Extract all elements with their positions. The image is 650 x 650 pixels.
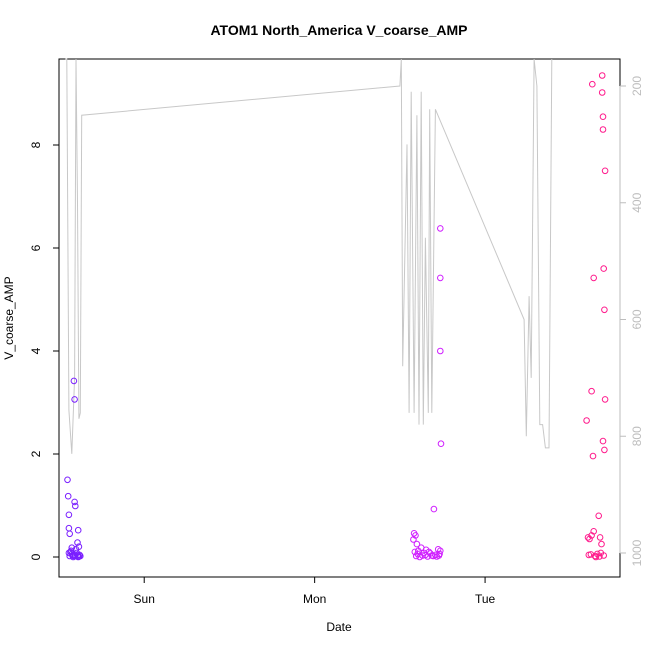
x-axis: Sun Mon Tue: [134, 576, 496, 606]
y2-tick-label: 200: [630, 76, 644, 96]
scatter-point: [596, 553, 603, 560]
scatter-point: [430, 505, 438, 513]
scatter-point: [437, 347, 444, 355]
scatter-point: [598, 540, 605, 548]
scatter-point: [412, 532, 419, 539]
scatter-point: [590, 528, 598, 535]
scatter-point: [600, 552, 608, 559]
scatter-point: [422, 551, 429, 559]
chart-title: ATOM1 North_America V_coarse_AMP: [210, 22, 467, 38]
scatter-point: [72, 502, 79, 510]
scatter-point: [64, 492, 72, 500]
scatter-point: [66, 552, 73, 560]
scatter-point: [437, 547, 444, 555]
scatter-point: [435, 552, 443, 559]
x-axis-label: Date: [326, 620, 352, 634]
scatter-point: [601, 167, 609, 175]
secondary-line-layer: [65, 58, 553, 454]
x-tick-label: Mon: [303, 592, 326, 606]
scatter-point: [591, 552, 599, 560]
scatter-point: [70, 377, 78, 385]
scatter-point: [437, 440, 445, 448]
scatter-point: [66, 530, 73, 538]
y-axis: 0 2 4 6 8: [29, 141, 60, 560]
x-tick-label: Tue: [475, 592, 496, 606]
scatter-point: [596, 534, 604, 541]
scatter-point: [77, 552, 84, 560]
scatter-point: [64, 476, 71, 484]
y-tick-label: 0: [29, 553, 43, 560]
y2-tick-label: 600: [630, 309, 644, 329]
scatter-point: [65, 524, 73, 532]
scatter-point: [598, 89, 606, 96]
scatter-point: [599, 437, 607, 445]
scatter-point: [413, 540, 421, 548]
y-tick-label: 8: [29, 141, 43, 148]
y2-tick-label: 800: [630, 426, 644, 446]
scatter-point: [587, 551, 595, 558]
y-tick-label: 2: [29, 450, 43, 457]
scatter-point: [74, 539, 81, 546]
y-axis-label: V_coarse_AMP: [2, 276, 16, 359]
scatter-point: [590, 274, 598, 282]
scatter-point: [588, 387, 595, 395]
scatter-point: [589, 80, 596, 88]
scatter-point: [601, 396, 609, 403]
scatter-point: [584, 534, 592, 541]
scatter-point: [599, 126, 607, 133]
scatter-point: [68, 544, 76, 552]
scatter-point: [589, 452, 597, 460]
scatter-point: [598, 72, 606, 79]
scatter-point: [71, 396, 78, 403]
scatter-point: [601, 306, 608, 314]
scatter-point: [592, 553, 600, 561]
y2-axis: 200 400 600 800 1000: [619, 76, 644, 566]
scatter-point: [437, 274, 444, 282]
x-tick-label: Sun: [134, 592, 155, 606]
scatter-point: [601, 446, 608, 454]
scatter-point-layer: [64, 72, 609, 561]
scatter-point: [583, 417, 590, 424]
scatter-point: [586, 535, 593, 543]
y2-tick-label: 400: [630, 192, 644, 212]
scatter-point: [600, 265, 608, 272]
scatter-point: [71, 498, 78, 506]
scatter-point: [437, 225, 444, 232]
y2-tick-label: 1000: [630, 539, 644, 566]
scatter-point: [595, 512, 603, 520]
y-tick-label: 6: [29, 244, 43, 251]
scatter-point: [65, 511, 73, 519]
scatter-point: [599, 113, 607, 120]
scatter-point: [69, 553, 77, 561]
scatter-point: [74, 526, 82, 534]
scatter-point: [414, 550, 421, 558]
plot-frame: [58, 58, 621, 578]
secondary-line: [65, 58, 553, 454]
y-tick-label: 4: [29, 347, 43, 354]
